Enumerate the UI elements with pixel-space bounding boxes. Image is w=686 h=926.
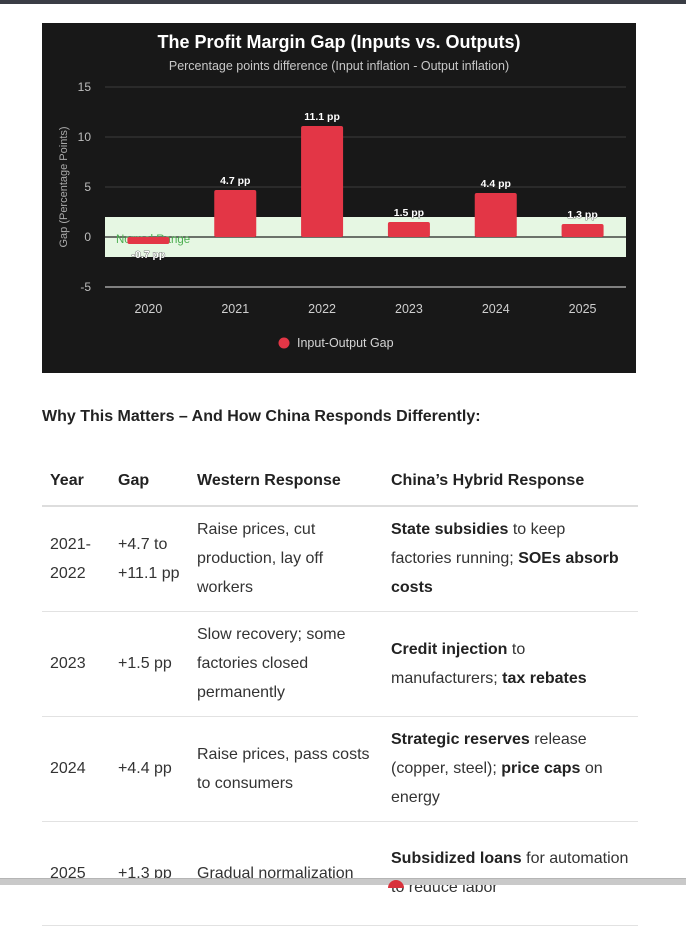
y-tick-label: -5 <box>80 280 91 294</box>
x-tick-label: 2021 <box>221 302 249 316</box>
header-year: Year <box>42 458 110 507</box>
y-tick-label: 10 <box>78 130 92 144</box>
bar-2024 <box>474 193 517 237</box>
cell-western-response: Raise prices, cut production, lay off wo… <box>189 506 383 612</box>
body-text: release (copper, steel); <box>391 731 587 777</box>
cell-gap: +1.3 pp <box>110 821 189 926</box>
emphasis-text: SOEs absorb costs <box>391 550 619 596</box>
profit-margin-gap-chart: The Profit Margin Gap (Inputs vs. Output… <box>42 23 636 373</box>
emphasis-text: State subsidies <box>391 521 509 538</box>
cell-western-response: Slow recovery; some factories closed per… <box>189 611 383 717</box>
table-header-row: Year Gap Western Response China’s Hybrid… <box>42 458 638 507</box>
section-heading: Why This Matters – And How China Respond… <box>42 408 481 425</box>
bar-2025 <box>561 224 604 237</box>
bar-2020 <box>127 237 170 244</box>
cell-year: 2025 <box>42 821 110 926</box>
chart-subtitle: Percentage points difference (Input infl… <box>169 59 509 73</box>
bar-2023 <box>387 222 430 237</box>
legend-marker <box>278 337 290 349</box>
response-table: Year Gap Western Response China’s Hybrid… <box>42 458 638 926</box>
cell-year: 2021-2022 <box>42 506 110 612</box>
cell-china-response: Strategic reserves release (copper, stee… <box>383 716 638 822</box>
emphasis-text: tax rebates <box>502 669 587 687</box>
cell-western-response: Gradual normalization <box>189 821 383 926</box>
emphasis-text: Strategic reserves <box>391 731 530 748</box>
y-tick-label: 15 <box>78 80 92 94</box>
bar-2022 <box>301 126 344 237</box>
y-axis-label: Gap (Percentage Points) <box>58 126 70 247</box>
cell-year: 2024 <box>42 716 110 822</box>
emphasis-text: Credit injection <box>391 640 508 658</box>
cell-gap: +4.4 pp <box>110 716 189 822</box>
x-tick-label: 2020 <box>135 302 163 316</box>
chart-svg: The Profit Margin Gap (Inputs vs. Output… <box>58 32 626 350</box>
x-tick-label: 2025 <box>569 302 597 316</box>
x-tick-label: 2022 <box>308 302 336 316</box>
bar-data-label: 1.5 pp <box>394 207 424 219</box>
cell-china-response: Subsidized loans for automation to reduc… <box>383 821 638 926</box>
table-row: 2023 +1.5 pp Slow recovery; some factori… <box>42 611 638 717</box>
y-tick-label: 5 <box>84 180 91 194</box>
cell-china-response: State subsidies to keep factories runnin… <box>383 506 638 612</box>
legend-label: Input-Output Gap <box>297 336 394 350</box>
cell-china-response: Credit injection to manufacturers; tax r… <box>383 611 638 717</box>
bar-data-label: 11.1 pp <box>304 111 340 123</box>
x-tick-label: 2023 <box>395 302 423 316</box>
emphasis-text: Subsidized loans <box>391 850 522 867</box>
header-china-response: China’s Hybrid Response <box>383 458 638 507</box>
table-row: 2021-2022 +4.7 to +11.1 pp Raise prices,… <box>42 506 638 612</box>
header-western-response: Western Response <box>189 458 383 507</box>
bar-2021 <box>214 190 257 237</box>
body-text: to manufacturers; <box>391 640 526 687</box>
bottom-scroll-bar <box>0 878 686 885</box>
cell-year: 2023 <box>42 611 110 717</box>
bar-data-label: 4.7 pp <box>220 175 250 187</box>
y-tick-label: 0 <box>84 230 91 244</box>
top-border <box>0 0 686 4</box>
bar-data-label: 1.3 pp <box>567 209 597 221</box>
emphasis-text: price caps <box>501 760 581 777</box>
table-row: 2025 +1.3 pp Gradual normalization Subsi… <box>42 821 638 926</box>
x-tick-label: 2024 <box>482 302 510 316</box>
body-text: to keep factories running; <box>391 521 566 567</box>
table-row: 2024 +4.4 pp Raise prices, pass costs to… <box>42 716 638 822</box>
chart-title: The Profit Margin Gap (Inputs vs. Output… <box>158 32 521 52</box>
header-gap: Gap <box>110 458 189 507</box>
cell-gap: +1.5 pp <box>110 611 189 717</box>
cell-western-response: Raise prices, pass costs to consumers <box>189 716 383 822</box>
bar-data-label: 4.4 pp <box>481 178 511 190</box>
bar-data-label: -0.7 pp <box>131 249 165 261</box>
body-text: on energy <box>391 760 603 806</box>
cell-gap: +4.7 to +11.1 pp <box>110 506 189 612</box>
